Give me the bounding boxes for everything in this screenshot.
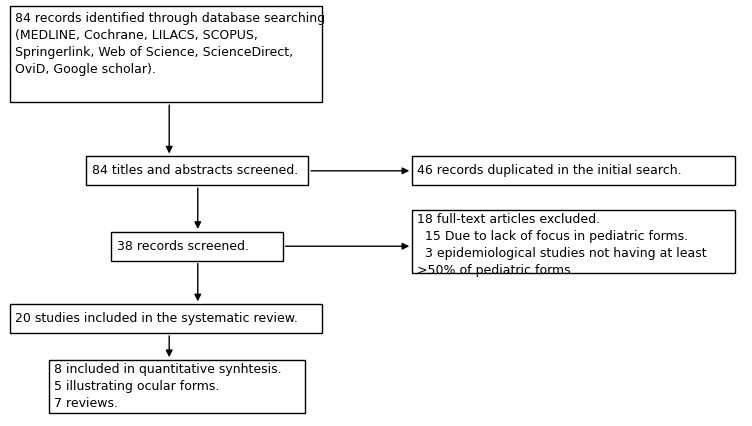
FancyBboxPatch shape: [412, 210, 735, 273]
Text: 46 records duplicated in the initial search.: 46 records duplicated in the initial sea…: [417, 164, 682, 177]
FancyBboxPatch shape: [10, 6, 322, 102]
FancyBboxPatch shape: [10, 304, 322, 333]
Text: 18 full-text articles excluded.
  15 Due to lack of focus in pediatric forms.
  : 18 full-text articles excluded. 15 Due t…: [417, 213, 707, 277]
Text: 20 studies included in the systematic review.: 20 studies included in the systematic re…: [15, 312, 298, 325]
Text: 84 records identified through database searching
(MEDLINE, Cochrane, LILACS, SCO: 84 records identified through database s…: [15, 12, 325, 76]
FancyBboxPatch shape: [111, 232, 283, 261]
FancyBboxPatch shape: [49, 360, 305, 413]
FancyBboxPatch shape: [412, 156, 735, 185]
Text: 8 included in quantitative synhtesis.
5 illustrating ocular forms.
7 reviews.: 8 included in quantitative synhtesis. 5 …: [54, 363, 282, 410]
Text: 84 titles and abstracts screened.: 84 titles and abstracts screened.: [92, 164, 298, 177]
FancyBboxPatch shape: [86, 156, 308, 185]
Text: 38 records screened.: 38 records screened.: [117, 240, 249, 253]
